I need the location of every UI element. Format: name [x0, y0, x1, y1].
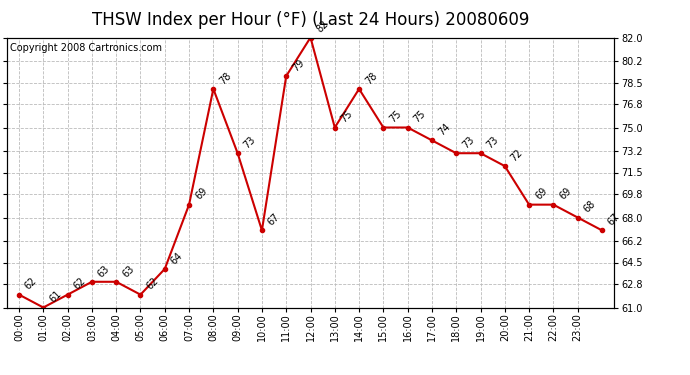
- Text: 73: 73: [484, 135, 500, 150]
- Text: 67: 67: [266, 212, 282, 228]
- Text: 68: 68: [582, 199, 598, 215]
- Text: 63: 63: [96, 263, 112, 279]
- Text: 75: 75: [339, 109, 355, 125]
- Text: 72: 72: [509, 147, 525, 163]
- Text: 64: 64: [169, 251, 185, 266]
- Text: 73: 73: [241, 135, 257, 150]
- Text: 61: 61: [48, 289, 63, 305]
- Text: 78: 78: [363, 70, 379, 86]
- Text: 69: 69: [533, 186, 549, 202]
- Text: THSW Index per Hour (°F) (Last 24 Hours) 20080609: THSW Index per Hour (°F) (Last 24 Hours)…: [92, 11, 529, 29]
- Text: 78: 78: [217, 70, 233, 86]
- Text: 62: 62: [23, 276, 39, 292]
- Text: 62: 62: [145, 276, 161, 292]
- Text: 75: 75: [412, 109, 428, 125]
- Text: 69: 69: [193, 186, 209, 202]
- Text: 74: 74: [436, 122, 452, 138]
- Text: 75: 75: [388, 109, 404, 125]
- Text: 63: 63: [120, 263, 136, 279]
- Text: 73: 73: [460, 135, 476, 150]
- Text: 62: 62: [72, 276, 88, 292]
- Text: 67: 67: [606, 212, 622, 228]
- Text: 69: 69: [558, 186, 573, 202]
- Text: Copyright 2008 Cartronics.com: Copyright 2008 Cartronics.com: [10, 43, 162, 53]
- Text: 82: 82: [315, 19, 331, 35]
- Text: 79: 79: [290, 57, 306, 73]
